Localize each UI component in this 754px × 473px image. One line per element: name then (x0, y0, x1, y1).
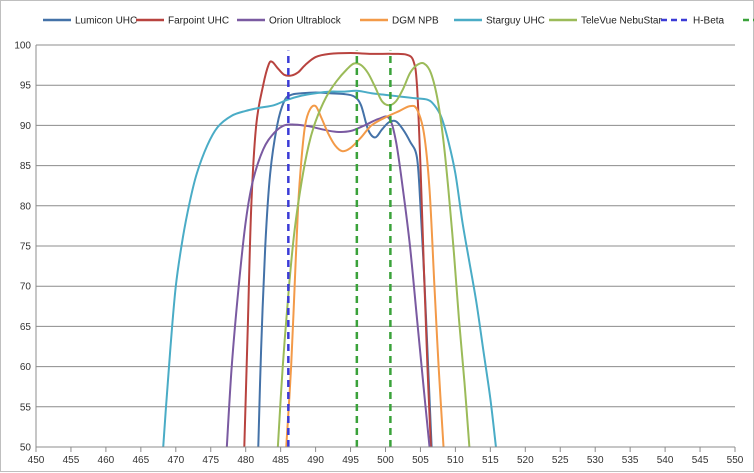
x-tick-label: 495 (342, 455, 359, 466)
x-tick-label: 450 (28, 455, 45, 466)
y-tick-label: 100 (14, 41, 31, 52)
x-tick-label: 485 (272, 455, 289, 466)
y-tick-label: 60 (20, 362, 32, 373)
x-tick-label: 475 (202, 455, 219, 466)
series-layer (162, 50, 497, 447)
x-tick-label: 545 (692, 455, 709, 466)
x-tick-label: 455 (63, 455, 80, 466)
y-tick-label: 95 (20, 81, 32, 92)
x-tick-label: 470 (167, 455, 184, 466)
series-line-farpoint-uhc (243, 52, 432, 447)
series-line-starguy-uhc (162, 89, 497, 447)
x-tick-label: 490 (307, 455, 324, 466)
x-tick-label: 510 (447, 455, 464, 466)
y-tick-label: 75 (20, 242, 32, 253)
y-tick-label: 55 (20, 402, 32, 413)
y-tick-label: 70 (20, 282, 32, 293)
x-tick-label: 460 (98, 455, 115, 466)
legend-label: H-Beta (693, 16, 725, 27)
series-line-lumicon-uhc (257, 91, 433, 447)
series-line-televue-nebustar (276, 61, 471, 447)
x-tick-label: 540 (657, 455, 674, 466)
legend-label: Farpoint UHC (168, 16, 229, 27)
x-tick-label: 500 (377, 455, 394, 466)
legend: Lumicon UHC Farpoint UHC Orion Ultrablock D… (43, 16, 754, 27)
x-tick-label: 515 (482, 455, 499, 466)
x-tick-label: 550 (727, 455, 744, 466)
x-tick-label: 525 (552, 455, 569, 466)
x-tick-label: 505 (412, 455, 429, 466)
x-tick-label: 465 (133, 455, 150, 466)
x-tick-label: 480 (237, 455, 254, 466)
x-tick-label: 530 (587, 455, 604, 466)
x-tick-label: 520 (517, 455, 534, 466)
legend-label: Starguy UHC (486, 16, 545, 27)
y-tick-label: 80 (20, 201, 32, 212)
y-tick-label: 90 (20, 121, 32, 132)
series-line-dgm-npb (285, 104, 445, 447)
y-tick-label: 65 (20, 322, 32, 333)
series-line-orion-ultrablock (225, 115, 431, 447)
y-tick-label: 50 (20, 443, 32, 454)
legend-label: TeleVue NebuStar (581, 16, 662, 27)
legend-label: Lumicon UHC (75, 16, 137, 27)
legend-label: DGM NPB (392, 16, 439, 27)
x-tick-label: 535 (622, 455, 639, 466)
legend-label: Orion Ultrablock (269, 16, 342, 27)
y-tick-label: 85 (20, 161, 32, 172)
axis-layer: 50 55 60 65 70 75 80 85 90 95 100 450 455 460 465 470 47… (14, 41, 743, 467)
